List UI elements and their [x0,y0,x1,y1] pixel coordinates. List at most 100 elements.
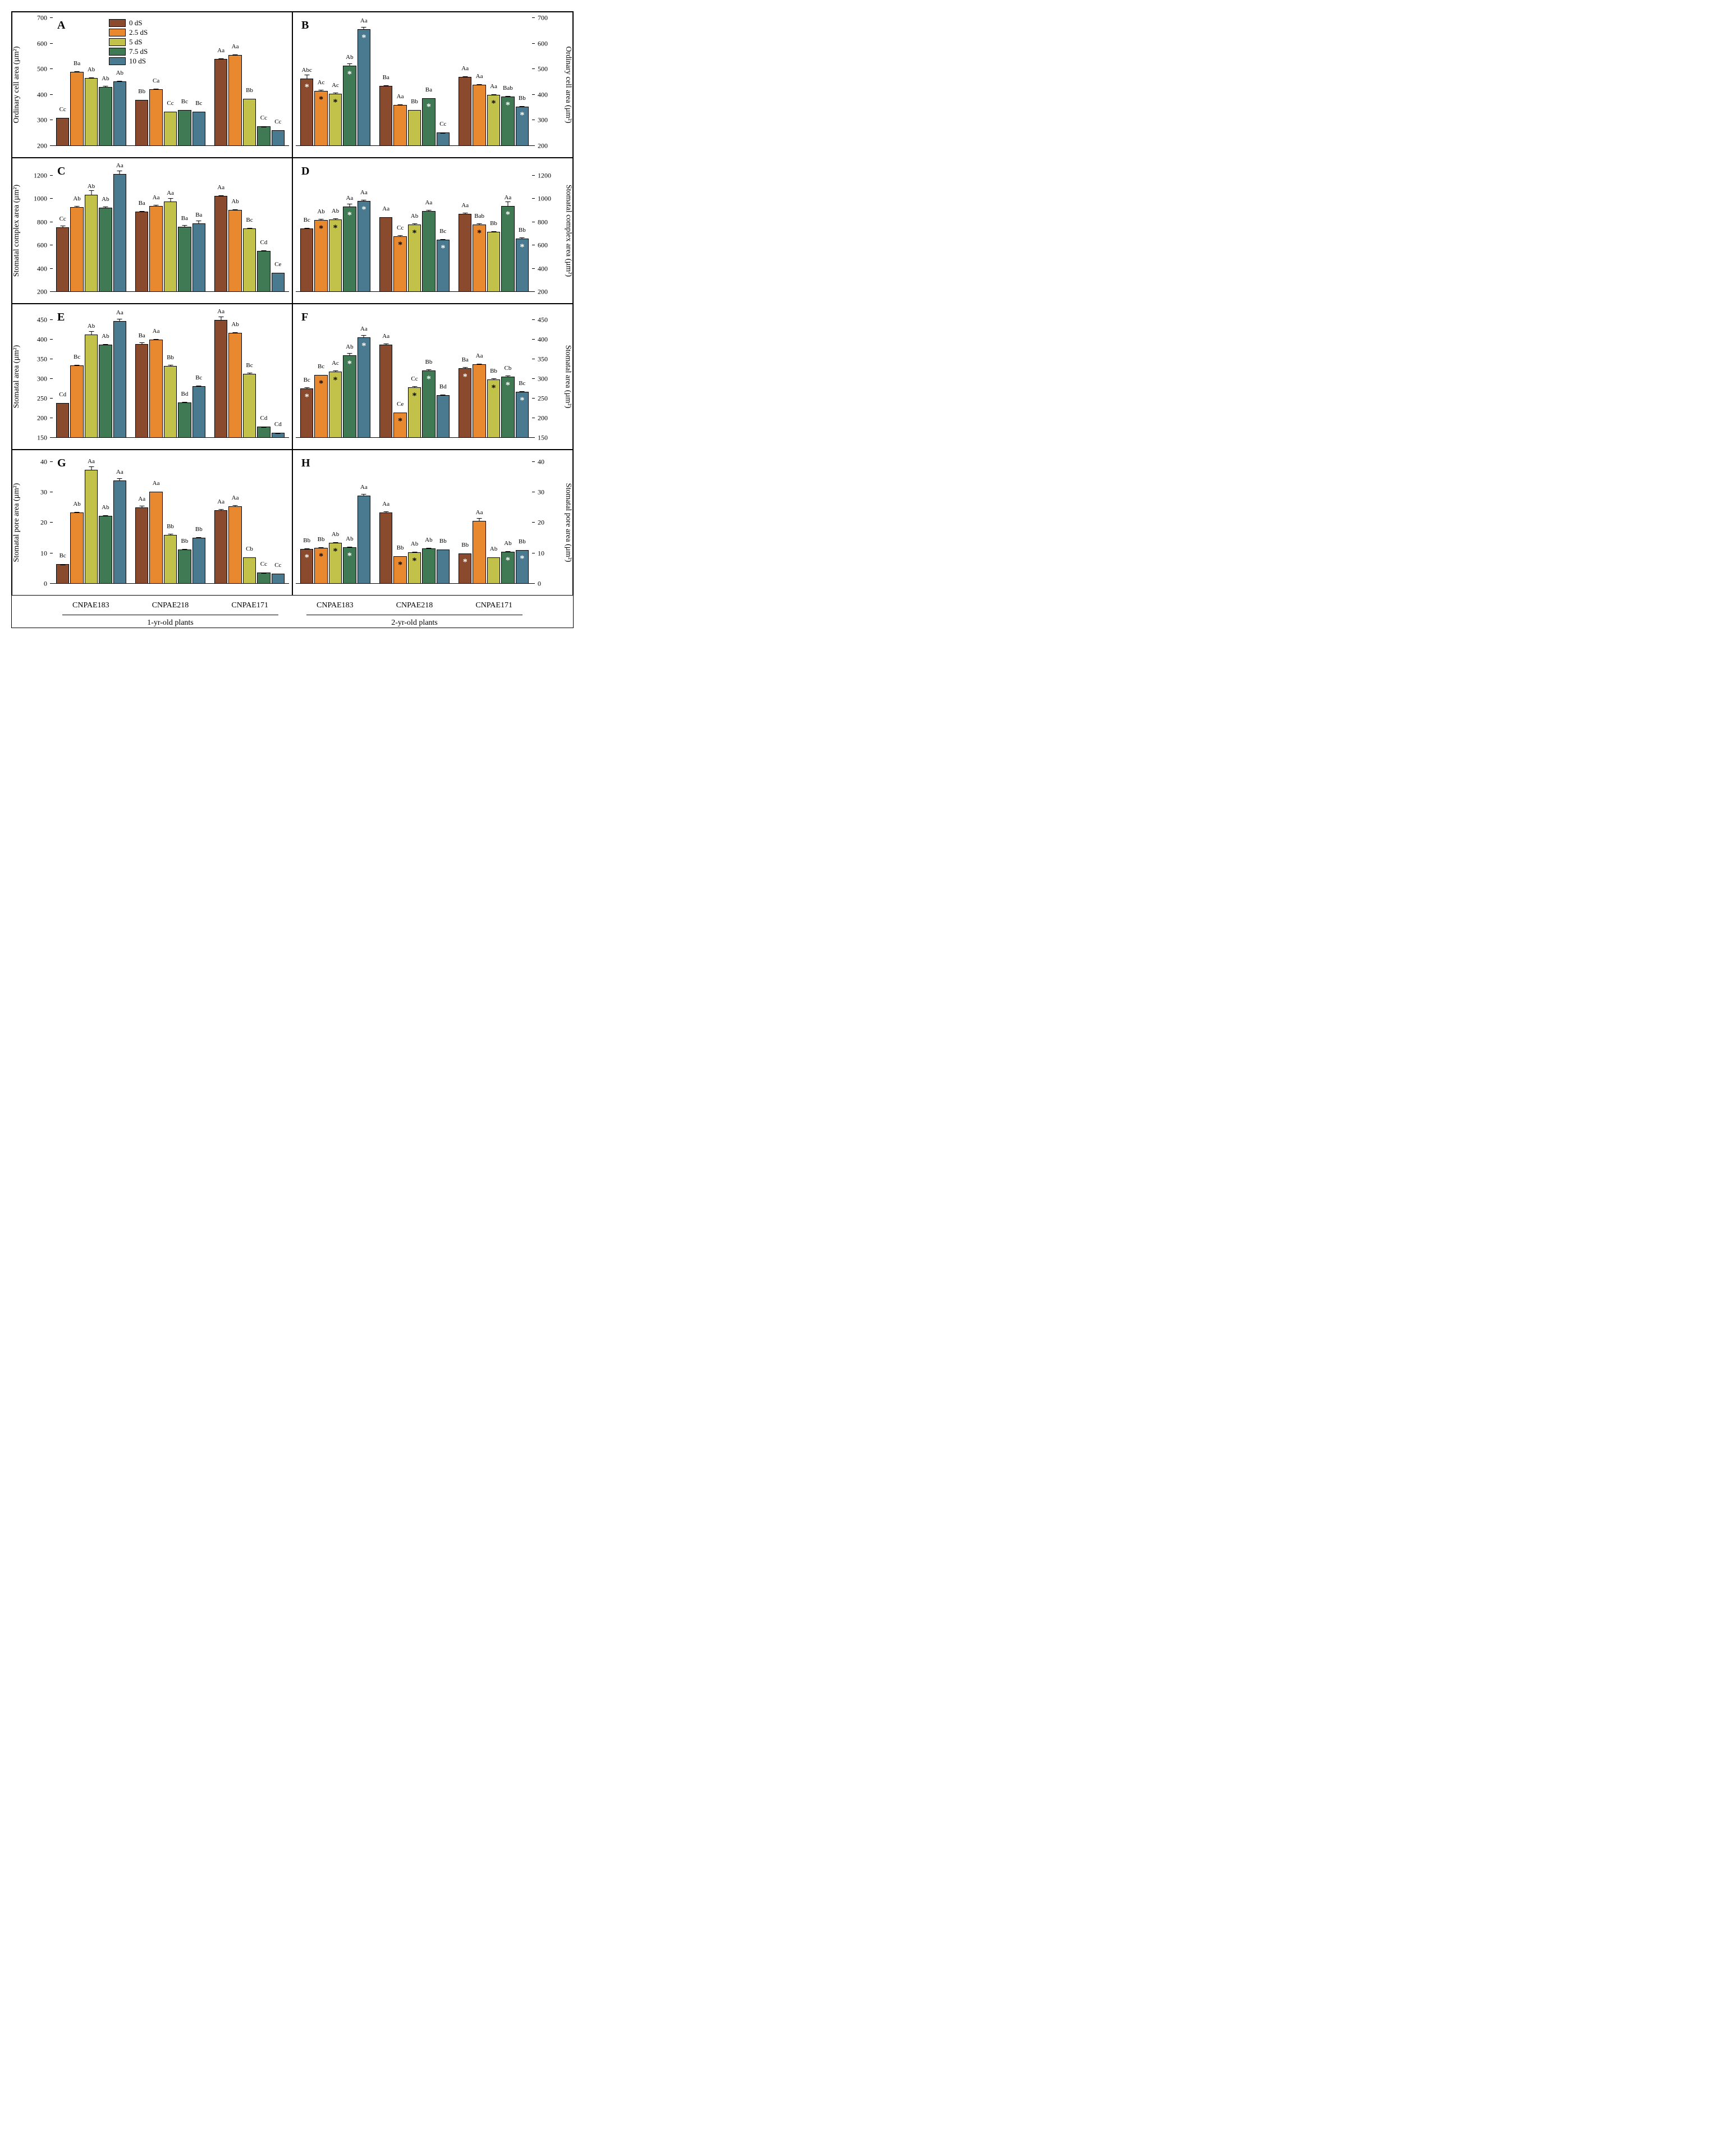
bar: Aa [113,480,126,584]
bar-wrap: Aa* [357,164,370,292]
significance-star: * [319,224,323,234]
error-bar [349,63,350,66]
bar-wrap: Ab [228,164,241,292]
panel-E: EStomatal area (µm²)15020025030035040045… [12,304,292,450]
bar-wrap: Bc [243,164,256,292]
bar: Ab [487,557,500,584]
bar-wrap: Bab* [501,18,514,146]
bar: Aa [473,364,485,438]
bar-stat-label: Aa [360,326,368,332]
significance-star: * [361,205,366,215]
bar-stat-label: Ab [116,70,123,76]
legend-item: 2.5 dS [109,28,148,37]
significance-star: * [361,33,366,43]
bar: Aa [393,105,406,146]
panel-B: BOrdinary cell area (µm²)200300400500600… [292,12,573,158]
bar-wrap: Bab* [473,164,485,292]
bar-wrap: Bc [243,310,256,438]
error-bar [335,542,336,544]
bar: Bb* [314,548,327,584]
y-tick: 800 [538,218,553,226]
y-tick: 500 [31,65,47,74]
y-tick: 200 [538,142,553,150]
bar: Bd [178,402,191,438]
bar: Aa* [487,95,500,146]
significance-star: * [441,244,445,254]
significance-star: * [305,392,309,402]
bar-wrap: Ab [85,18,98,146]
bar-group: BcAbAaAbAa [52,456,131,584]
bar-wrap: Aa* [501,164,514,292]
error-bar [235,505,236,507]
bar-wrap: Aa* [487,18,500,146]
bar-wrap: Bc* [516,310,529,438]
bar-stat-label: Aa [153,480,160,487]
significance-star: * [319,552,323,562]
figure-grid: AOrdinary cell area (µm²)200300400500600… [11,11,574,628]
bar-stat-label: Cd [260,415,267,422]
bar: Aa [149,492,162,584]
bar-stat-label: Ab [88,323,95,329]
bar-stat-label: Cc [260,561,267,567]
bar-wrap: Cb [243,456,256,584]
bar-wrap: Ba* [459,310,471,438]
bar: Ab [70,512,83,584]
bar-stat-label: Aa [217,308,224,315]
bar-group: BaAaBbBdBc [131,310,210,438]
bar-group: Bb*Bb*Ab*Ab*Aa [296,456,375,584]
y-tick: 600 [538,241,553,250]
y-tick: 10 [31,549,47,557]
bar: Cc [56,227,69,292]
bar-wrap: Aa [149,310,162,438]
bar-stat-label: Ab [346,344,353,350]
bar-wrap: Ab [99,310,112,438]
bars-region: Bc*Bc*Ac*Ab*Aa*AaCe*Cc*Bb*BdBa*AaBb*Cb*B… [296,310,533,438]
legend-item: 0 dS [109,19,148,28]
bar: Ba* [422,98,435,146]
bar-wrap: Cd [272,310,285,438]
plot-area: Bb*Bb*Ab*Ab*AaAaBb*Ab*AbBbBb*AaAbAb*Bb* [296,456,533,584]
y-axis-label: Ordinary cell area (µm²) [563,46,572,123]
y-tick: 150 [538,434,553,442]
bar-wrap: Ab [228,310,241,438]
bar-wrap: Aa [393,18,406,146]
bar-stat-label: Aa [504,194,511,201]
bar: Bb [135,100,148,146]
error-bar [493,231,494,232]
bar-group: BaAaAaBaBa [131,164,210,292]
bar: Ab* [408,225,421,292]
bar-wrap: Aa [228,18,241,146]
bar-stat-label: Cc [167,100,173,107]
bar-stat-label: Ab [346,54,353,61]
bar-stat-label: Bb [519,227,526,234]
y-tick: 400 [31,264,47,273]
bar-wrap: Cc [56,164,69,292]
bar-wrap: Ce [272,164,285,292]
error-bar [141,342,142,345]
y-tick: 300 [31,374,47,383]
legend-label: 5 dS [129,38,142,47]
legend: 0 dS2.5 dS5 dS7.5 dS10 dS [108,17,149,67]
bar-wrap: Aa [113,456,126,584]
error-bar [428,548,429,549]
x-axis: CNPAE183CNPAE218CNPAE1711-yr-old plantsC… [12,596,573,628]
bar-wrap: Ab* [408,456,421,584]
y-ticks: 20040060080010001200 [535,164,551,292]
bar-stat-label: Aa [232,43,239,50]
bar: Aa [113,321,126,438]
bar-wrap: Bb* [516,18,529,146]
bar-wrap: Ab* [314,164,327,292]
x-group-label: CNPAE183 [295,599,375,612]
x-baseline [52,145,289,146]
bar-wrap: Cd [257,310,270,438]
error-bar [184,549,185,550]
bar-wrap: Bb [192,456,205,584]
bar-stat-label: Bb [439,538,447,544]
bar-wrap: Bb* [516,456,529,584]
bar-stat-label: Aa [476,73,483,80]
bar-stat-label: Bb [397,544,404,551]
bar: Ab [422,548,435,584]
y-axis-label: Stomatal pore area (µm²) [12,483,21,562]
bar-wrap: Ba [192,164,205,292]
bar: Ca [149,89,162,146]
